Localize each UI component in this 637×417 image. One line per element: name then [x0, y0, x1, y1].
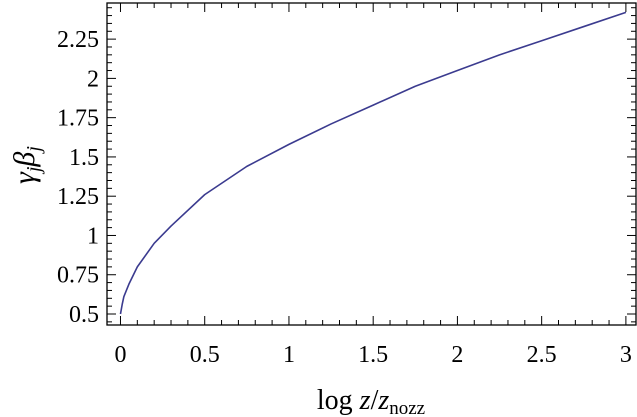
x-tick-label: 0 — [114, 342, 126, 368]
y-tick-label: 2 — [87, 66, 99, 92]
plot-frame — [106, 2, 637, 326]
y-axis-label-beta: β — [8, 152, 41, 168]
y-tick-label: 1.75 — [57, 106, 99, 132]
x-axis-label-denom: z — [377, 385, 389, 416]
y-tick-label: 0.5 — [69, 302, 99, 328]
y-axis-label-gamma: γ — [8, 171, 41, 184]
y-axis-label-sub-j1: j — [23, 166, 45, 175]
ticks — [107, 3, 636, 325]
series-line — [119, 11, 627, 315]
x-tick-label: 2 — [451, 342, 463, 368]
series — [119, 11, 627, 315]
x-tick-label: 2.5 — [527, 342, 557, 368]
x-axis-label-prefix: log — [317, 385, 360, 416]
y-tick-label: 2.25 — [57, 27, 99, 53]
x-axis-label-sub: nozz — [389, 398, 425, 417]
y-tick-label: 0.75 — [57, 263, 99, 289]
x-tick-label: 1 — [283, 342, 295, 368]
x-axis-label-sep: / — [371, 385, 379, 416]
y-tick-label: 1 — [87, 223, 99, 249]
x-axis-label-var: z — [359, 385, 371, 416]
y-axis-label: γjβj — [8, 146, 45, 184]
x-tick-label: 0.5 — [190, 342, 220, 368]
tick-labels: 0 0.5 1 1.5 2 2.5 3 0.5 0.75 1 1.25 1.5 1.75 2 2.25 — [57, 27, 632, 368]
y-axis-label-sub-j2: j — [23, 146, 45, 155]
x-tick-label: 1.5 — [358, 342, 388, 368]
y-tick-label: 1.5 — [69, 145, 99, 171]
x-tick-label: 3 — [620, 342, 632, 368]
y-tick-label: 1.25 — [57, 184, 99, 210]
x-axis-label: log z/znozz — [317, 385, 425, 417]
